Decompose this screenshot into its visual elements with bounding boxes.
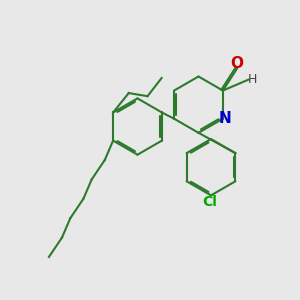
Text: H: H xyxy=(248,73,257,86)
Text: Cl: Cl xyxy=(202,195,217,209)
Text: N: N xyxy=(219,111,232,126)
Text: O: O xyxy=(230,56,244,70)
